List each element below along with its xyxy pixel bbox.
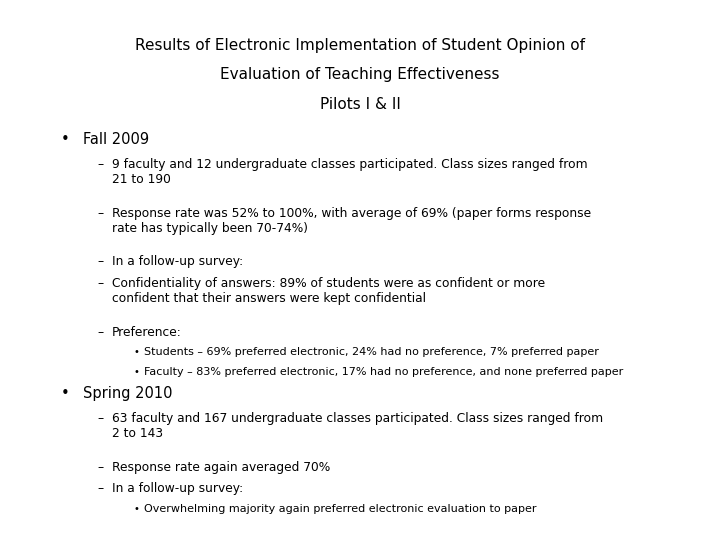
Text: –: – xyxy=(97,412,104,425)
Text: 9 faculty and 12 undergraduate classes participated. Class sizes ranged from: 9 faculty and 12 undergraduate classes p… xyxy=(112,158,588,171)
Text: –: – xyxy=(97,482,104,495)
Text: In a follow-up survey:: In a follow-up survey: xyxy=(112,482,243,495)
Text: •: • xyxy=(61,132,70,147)
Text: •: • xyxy=(133,504,139,514)
Text: 2 to 143: 2 to 143 xyxy=(112,427,163,440)
Text: Overwhelming majority again preferred electronic evaluation to paper: Overwhelming majority again preferred el… xyxy=(144,504,536,514)
Text: –: – xyxy=(97,158,104,171)
Text: –: – xyxy=(97,461,104,474)
Text: Response rate again averaged 70%: Response rate again averaged 70% xyxy=(112,461,330,474)
Text: 63 faculty and 167 undergraduate classes participated. Class sizes ranged from: 63 faculty and 167 undergraduate classes… xyxy=(112,412,603,425)
Text: Students – 69% preferred electronic, 24% had no preference, 7% preferred paper: Students – 69% preferred electronic, 24%… xyxy=(144,347,599,357)
Text: –: – xyxy=(97,207,104,220)
Text: rate has typically been 70-74%): rate has typically been 70-74%) xyxy=(112,222,307,235)
Text: Preference:: Preference: xyxy=(112,326,181,339)
Text: Pilots I & II: Pilots I & II xyxy=(320,97,400,112)
Text: Response rate was 52% to 100%, with average of 69% (paper forms response: Response rate was 52% to 100%, with aver… xyxy=(112,207,590,220)
Text: Fall 2009: Fall 2009 xyxy=(83,132,149,147)
Text: Spring 2010: Spring 2010 xyxy=(83,386,172,401)
Text: Faculty – 83% preferred electronic, 17% had no preference, and none preferred pa: Faculty – 83% preferred electronic, 17% … xyxy=(144,367,624,377)
Text: Results of Electronic Implementation of Student Opinion of: Results of Electronic Implementation of … xyxy=(135,38,585,53)
Text: 21 to 190: 21 to 190 xyxy=(112,173,171,186)
Text: •: • xyxy=(133,367,139,377)
Text: –: – xyxy=(97,277,104,290)
Text: –: – xyxy=(97,255,104,268)
Text: •: • xyxy=(61,386,70,401)
Text: In a follow-up survey:: In a follow-up survey: xyxy=(112,255,243,268)
Text: –: – xyxy=(97,326,104,339)
Text: confident that their answers were kept confidential: confident that their answers were kept c… xyxy=(112,292,426,305)
Text: Confidentiality of answers: 89% of students were as confident or more: Confidentiality of answers: 89% of stude… xyxy=(112,277,545,290)
Text: •: • xyxy=(133,347,139,357)
Text: Evaluation of Teaching Effectiveness: Evaluation of Teaching Effectiveness xyxy=(220,68,500,83)
